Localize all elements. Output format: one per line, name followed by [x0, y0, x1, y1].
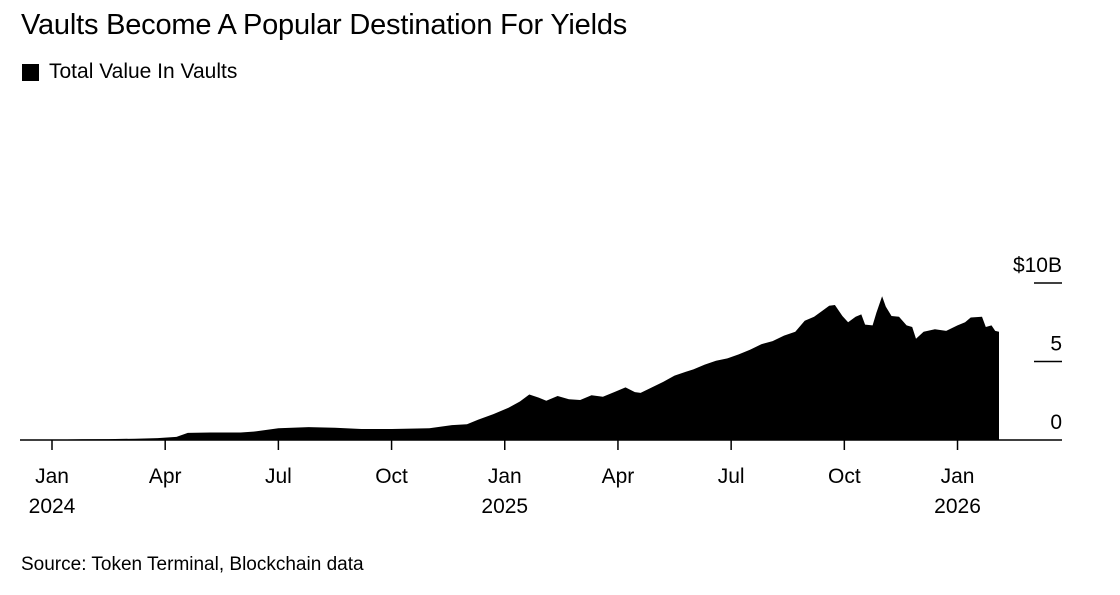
x-tick-label: Jan	[35, 465, 69, 488]
y-tick-label: 5	[1050, 333, 1062, 356]
y-tick-label: $10B	[1013, 254, 1062, 277]
legend: Total Value In Vaults	[22, 60, 237, 84]
x-tick-year-label: 2024	[29, 495, 76, 518]
legend-label: Total Value In Vaults	[49, 60, 238, 83]
x-tick-label: Apr	[602, 465, 635, 488]
x-tick-label: Jul	[718, 465, 745, 488]
x-axis: Jan 2024 Apr Jul Oct Jan 2025 Apr Jul Oct Jan 2026	[29, 440, 981, 518]
y-tick-label: 0	[1050, 411, 1062, 434]
x-tick-year-label: 2026	[934, 495, 981, 518]
x-tick-label: Oct	[375, 465, 408, 488]
x-tick-label: Oct	[828, 465, 861, 488]
x-tick-label: Jan	[488, 465, 522, 488]
x-tick-label: Jul	[265, 465, 292, 488]
legend-swatch	[22, 63, 39, 81]
x-tick-year-label: 2025	[481, 495, 528, 518]
total-value-area	[52, 296, 999, 440]
source-note: Source: Token Terminal, Blockchain data	[21, 554, 364, 575]
x-tick-label: Apr	[149, 465, 182, 488]
y-axis: 0 5 $10B	[1013, 254, 1062, 434]
chart-title: Vaults Become A Popular Destination For …	[21, 9, 628, 41]
x-tick-label: Jan	[941, 465, 975, 488]
